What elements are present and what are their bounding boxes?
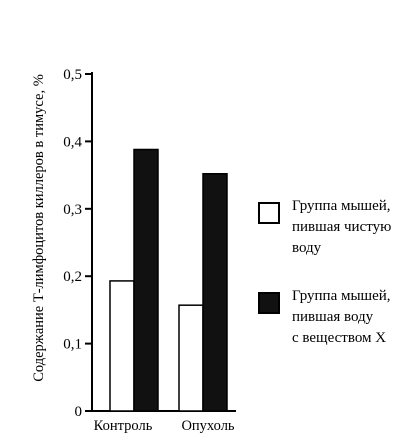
- y-axis-label: Содержание Т-лимфоцитов киллеров в тимус…: [31, 74, 47, 382]
- legend-swatch-black: [258, 292, 280, 314]
- bar-clean-water-1: [178, 304, 204, 412]
- y-tick-label: 0,3: [63, 202, 82, 218]
- legend-text-substance-x: Группа мышей, пившая воду с веществом X: [292, 286, 420, 349]
- y-tick-label: 0,2: [63, 269, 82, 285]
- y-tick-label: 0,1: [63, 337, 82, 353]
- y-tick-label: 0: [75, 404, 83, 420]
- legend-line: пившая чистую: [292, 219, 392, 235]
- y-tick-label: 0,4: [63, 134, 82, 150]
- x-category-label: Опухоль: [181, 418, 234, 434]
- x-category-label: Контроль: [94, 418, 153, 434]
- legend-line: пившая воду: [292, 309, 374, 325]
- bar-substance-x-1: [202, 173, 228, 412]
- legend-line: воду: [292, 240, 322, 256]
- legend-swatch-white: [258, 202, 280, 224]
- legend-line: с веществом X: [292, 330, 387, 346]
- bar-substance-x-0: [133, 148, 159, 412]
- legend-line: Группа мышей,: [292, 288, 391, 304]
- bar-clean-water-0: [109, 280, 135, 412]
- legend-text-clean-water: Группа мышей, пившая чистую воду: [292, 196, 420, 259]
- y-tick-label: 0,5: [63, 67, 82, 83]
- legend-line: Группа мышей,: [292, 198, 391, 214]
